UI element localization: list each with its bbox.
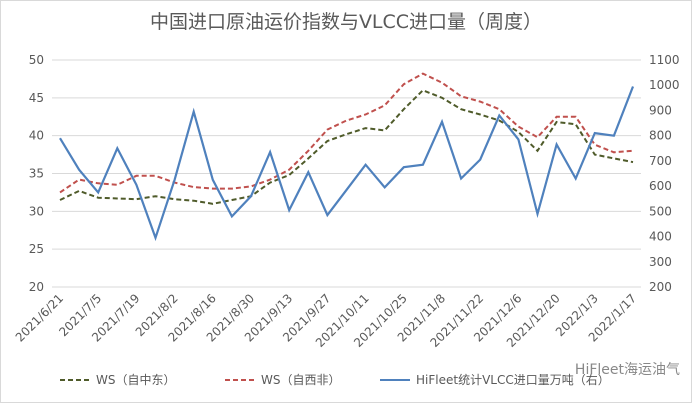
y-tick-label: 20 [29, 280, 44, 294]
watermark: HiFleet海运油气 [575, 362, 680, 378]
y-tick-label: 35 [29, 167, 44, 181]
legend-label: WS（自中东） [96, 372, 175, 387]
y2-tick-label: 1000 [649, 78, 680, 92]
y2-tick-label: 800 [649, 129, 672, 143]
series-line [59, 89, 634, 205]
chart-title: 中国进口原油运价指数与VLCC进口量（周度） [150, 11, 542, 33]
y-tick-label: 45 [29, 91, 44, 105]
y2-tick-label: 500 [649, 204, 672, 218]
y2-tick-label: 700 [649, 154, 672, 168]
y-tick-label: 25 [29, 242, 44, 256]
y2-tick-label: 400 [649, 230, 672, 244]
legend-label: WS（自西非） [261, 373, 340, 387]
y-tick-label: 40 [29, 129, 44, 143]
y2-tick-label: 900 [649, 103, 672, 117]
y2-tick-label: 600 [649, 179, 672, 193]
y2-tick-label: 1100 [649, 53, 680, 67]
y-tick-label: 30 [29, 204, 44, 218]
y-tick-label: 50 [29, 53, 44, 67]
legend-label: HiFleet统计VLCC进口量万吨（右） [416, 372, 610, 387]
series-line [59, 86, 635, 242]
y2-tick-label: 300 [649, 255, 672, 269]
y2-tick-label: 200 [649, 280, 672, 294]
